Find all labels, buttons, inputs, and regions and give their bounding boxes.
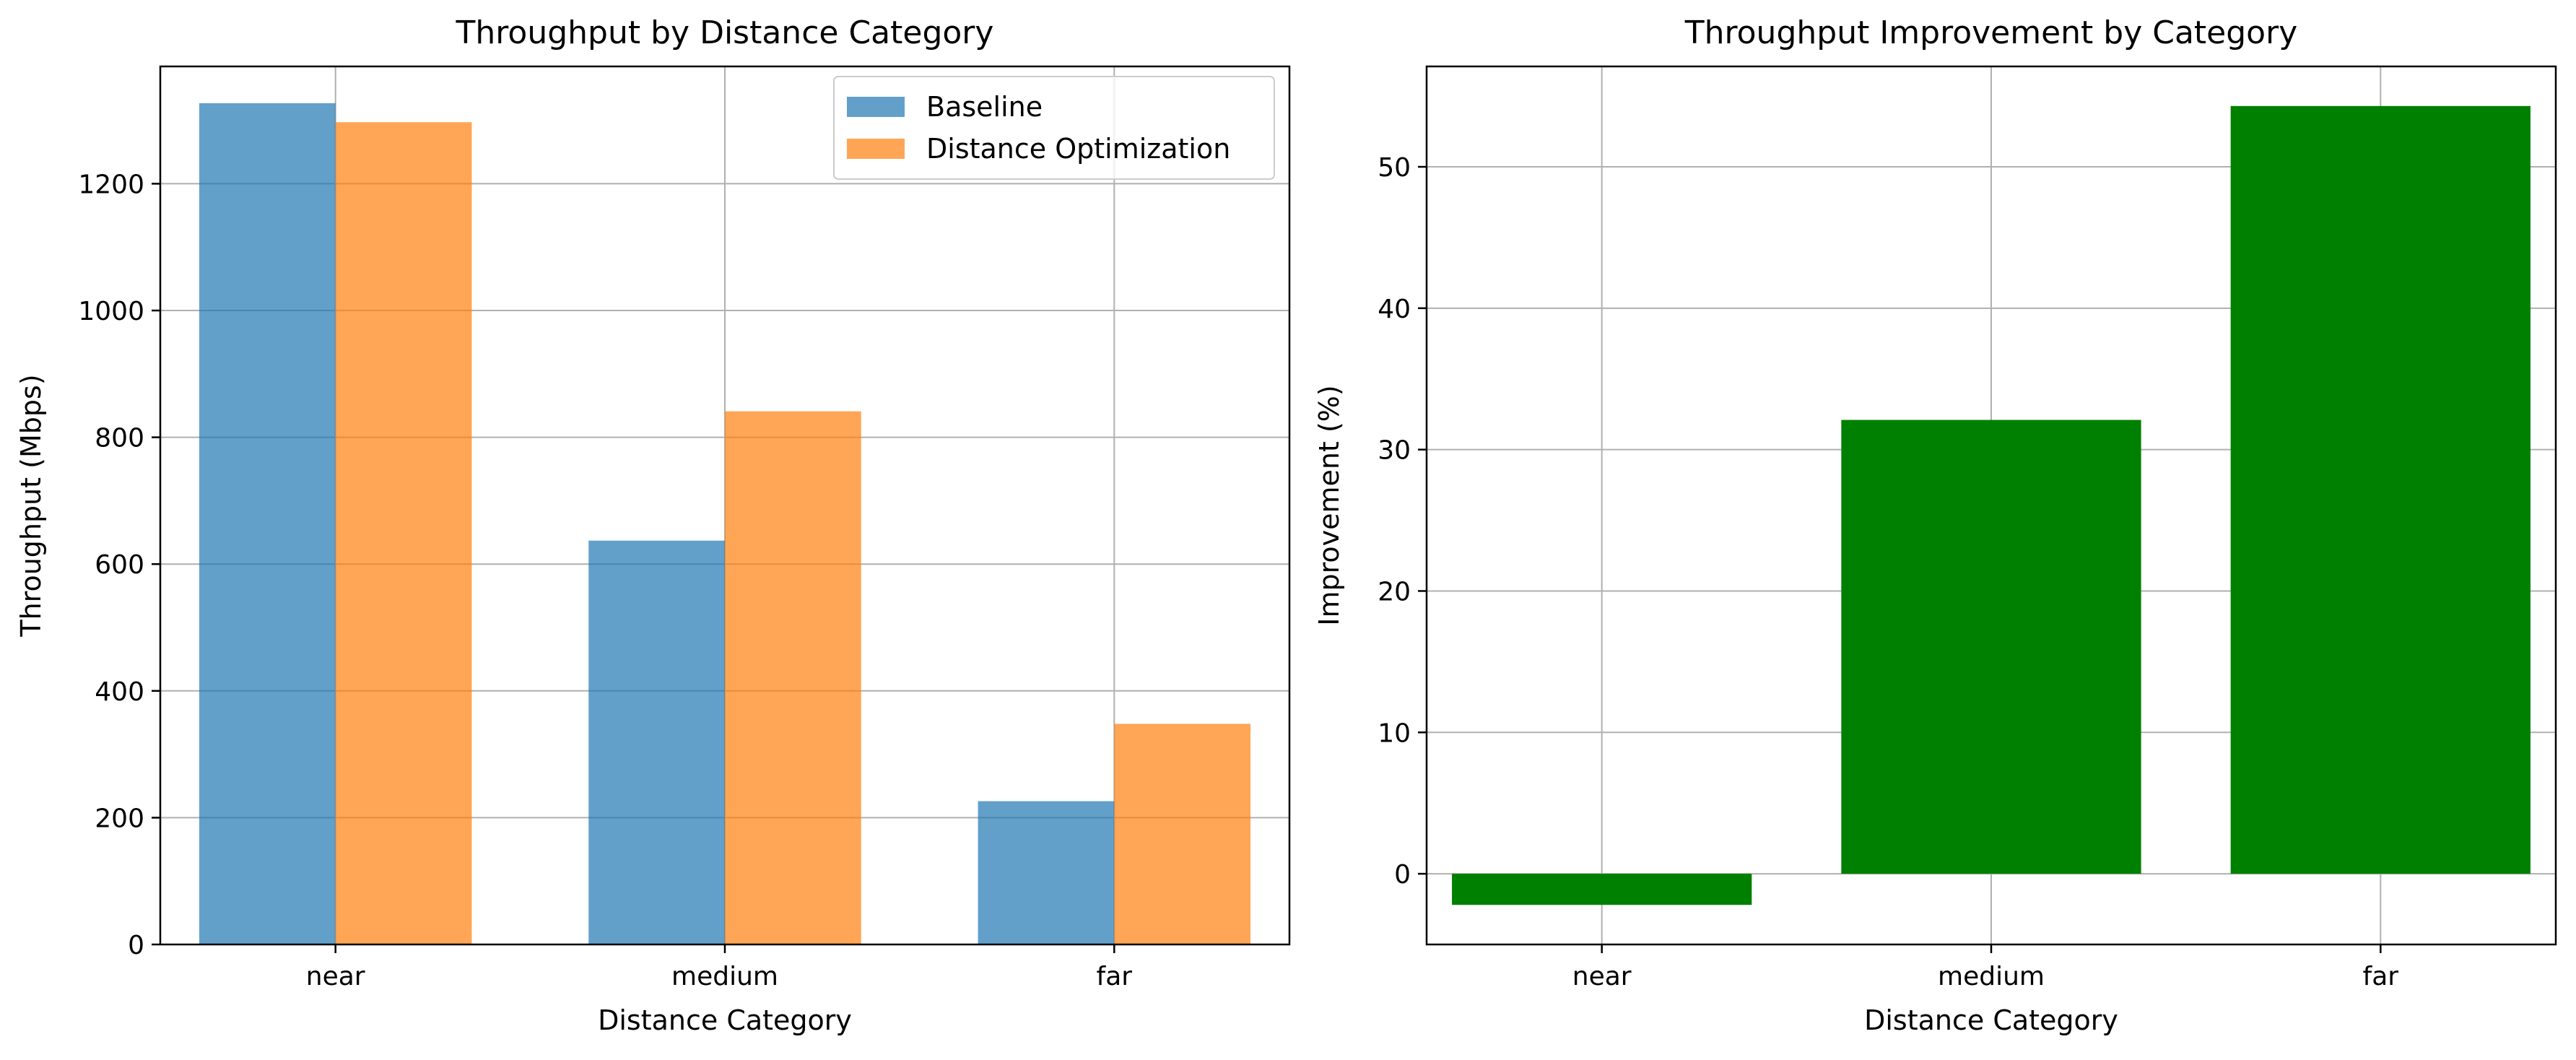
bar-baseline-near xyxy=(199,103,336,945)
bar-series-near xyxy=(1452,874,1752,905)
x-tick-label-far: far xyxy=(1097,962,1133,991)
chart-title: Throughput by Distance Category xyxy=(456,14,994,51)
y-tick-label: 1200 xyxy=(78,170,144,199)
bars xyxy=(1452,105,2531,905)
legend-swatch-baseline xyxy=(847,97,905,117)
chart-title: Throughput Improvement by Category xyxy=(1684,14,2297,51)
y-tick-label: 1000 xyxy=(78,297,144,326)
x-tick-label-near: near xyxy=(306,962,365,991)
legend-box xyxy=(833,76,1275,180)
y-axis-label: Throughput (Mbps) xyxy=(15,374,47,637)
legend-swatch-distance-optimization xyxy=(847,139,905,159)
y-tick-label: 0 xyxy=(128,931,144,960)
x-tick-label-far: far xyxy=(2363,962,2399,991)
x-axis-label: Distance Category xyxy=(1864,1004,2118,1036)
y-axis-label: Improvement (%) xyxy=(1313,385,1345,625)
y-tick-label: 600 xyxy=(95,550,144,580)
x-tick-label-medium: medium xyxy=(671,962,778,991)
bars xyxy=(199,103,1251,945)
bar-distance-optimization-far xyxy=(1114,724,1251,944)
y-tick-label: 30 xyxy=(1378,436,1411,466)
y-tick-label: 800 xyxy=(95,424,144,453)
legend: Baseline Distance Optimization xyxy=(833,76,1275,180)
y-tick-label: 40 xyxy=(1378,295,1411,324)
bar-baseline-medium xyxy=(588,540,725,944)
x-axis-label: Distance Category xyxy=(598,1004,852,1036)
y-tick-label: 0 xyxy=(1394,860,1411,890)
x-tick-label-medium: medium xyxy=(1938,962,2045,991)
y-tick-label: 50 xyxy=(1378,153,1411,183)
bar-distance-optimization-near xyxy=(335,122,472,945)
y-tick-label: 20 xyxy=(1378,577,1411,607)
y-tick-label: 400 xyxy=(95,677,144,707)
ticks: 0 200 400 600 800 1000 1200 near medium far xyxy=(78,170,1132,991)
improvement-chart: 0 10 20 30 40 50 near medium far Throughput Impr… xyxy=(1313,14,2557,1036)
bar-distance-optimization-medium xyxy=(725,411,861,944)
bar-baseline-far xyxy=(978,801,1115,944)
bar-series-far xyxy=(2230,105,2531,874)
x-tick-label-near: near xyxy=(1572,962,1632,991)
y-tick-label: 200 xyxy=(95,804,144,833)
bar-series-medium xyxy=(1841,420,2141,874)
ticks: 0 10 20 30 40 50 near medium far xyxy=(1378,153,2398,991)
y-tick-label: 10 xyxy=(1378,718,1411,748)
throughput-chart: 0 200 400 600 800 1000 1200 near medium far Throu… xyxy=(15,14,1291,1036)
legend-label-distance-optimization: Distance Optimization xyxy=(926,133,1230,165)
legend-label-baseline: Baseline xyxy=(926,91,1043,123)
